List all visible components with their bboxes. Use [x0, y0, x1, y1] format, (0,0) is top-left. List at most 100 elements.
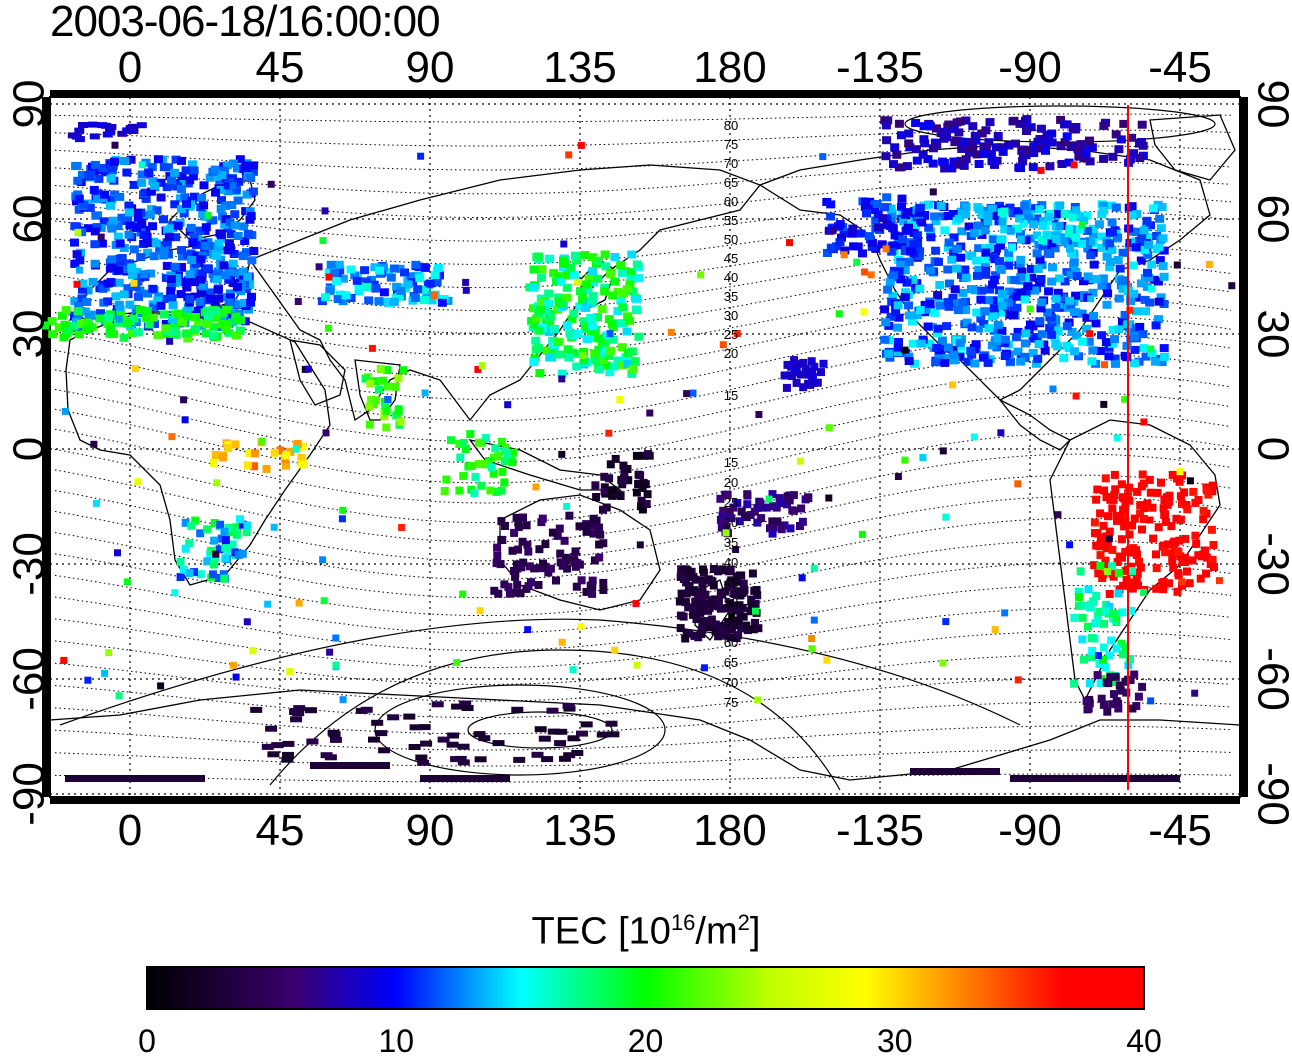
tec-cell: [1146, 488, 1155, 497]
tec-cell: [900, 246, 910, 255]
tec-cell: [1032, 249, 1042, 258]
tec-cell: [1120, 310, 1130, 319]
tec-cell: [1011, 139, 1020, 148]
tec-cell: [1168, 470, 1177, 479]
tec-cell: [1033, 264, 1043, 273]
tec-cell: [848, 229, 857, 238]
tec-cell: [1070, 347, 1079, 356]
tec-cell: [1028, 348, 1038, 357]
bottom-lon-tick: 90: [406, 806, 455, 855]
tec-cell: [107, 255, 117, 264]
tec-cell: [1121, 395, 1129, 403]
tec-cell: [219, 261, 229, 270]
tec-cell: [1138, 470, 1147, 479]
tec-cell: [884, 349, 894, 358]
tec-cell: [1106, 672, 1115, 681]
tec-cell: [430, 271, 440, 279]
left-lat-tick: 60: [5, 195, 54, 244]
tec-cell: [1106, 258, 1115, 266]
tec-cell: [511, 706, 524, 713]
tec-cell: [710, 595, 719, 604]
tec-cell: [714, 567, 723, 576]
tec-cell: [126, 155, 136, 164]
right-lat-tick: 60: [1248, 195, 1292, 244]
tec-cell: [1074, 352, 1084, 361]
tec-cell: [207, 546, 216, 555]
tec-cell: [1102, 544, 1111, 553]
tec-cell: [835, 220, 845, 229]
tec-cell: [618, 303, 628, 312]
tec-cell: [1096, 679, 1105, 687]
tec-cell: [162, 183, 172, 192]
tec-cell: [709, 581, 718, 590]
tec-cell: [1053, 327, 1063, 335]
tec-cell: [1012, 292, 1022, 301]
tec-cell: [450, 756, 463, 763]
tec-cell: [114, 549, 121, 557]
tec-cell: [394, 374, 403, 383]
tec-cell: [1048, 263, 1057, 272]
tec-cell: [1167, 522, 1176, 531]
tec-cell: [503, 451, 512, 460]
tec-cell: [691, 575, 700, 584]
tec-cell: [519, 558, 528, 567]
tec-cell: [563, 564, 572, 573]
tec-cell: [530, 320, 540, 329]
tec-cell: [967, 285, 976, 294]
tec-cell: [1103, 289, 1113, 298]
tec-cell: [900, 293, 910, 301]
tec-cell: [1088, 230, 1098, 239]
tec-cell: [727, 581, 736, 590]
tec-cell: [889, 271, 899, 280]
tec-cell: [1100, 400, 1108, 408]
tec-cell: [1096, 533, 1105, 542]
tec-cell: [90, 240, 100, 249]
tec-cell: [370, 263, 380, 272]
tec-cell: [276, 446, 285, 455]
tec-cell: [555, 728, 568, 735]
tec-cell: [1099, 521, 1108, 530]
tec-cell: [1039, 216, 1048, 225]
tec-cell: [1028, 163, 1038, 172]
tec-cell: [201, 329, 211, 338]
right-lat-tick: 30: [1248, 310, 1292, 359]
tec-cell: [1088, 646, 1097, 655]
tec-cell: [511, 572, 520, 581]
tec-cell: [569, 666, 577, 674]
tec-cell: [120, 157, 130, 165]
tec-cell: [249, 161, 259, 170]
tec-cell: [835, 238, 845, 247]
tec-cell: [103, 297, 113, 306]
tec-cell: [148, 222, 158, 231]
tec-cell: [932, 343, 942, 352]
tec-cell: [1076, 140, 1086, 149]
tec-cell: [1108, 504, 1117, 513]
tec-cell: [915, 203, 925, 212]
tec-cell: [959, 161, 969, 170]
tec-cell: [931, 246, 941, 255]
tec-cell: [1124, 203, 1134, 212]
tec-cell: [565, 151, 573, 159]
tec-cell: [1072, 272, 1082, 281]
tec-cell: [780, 371, 789, 380]
tec-cell: [482, 460, 491, 469]
tec-cell: [170, 323, 180, 332]
tec-cell: [177, 246, 186, 254]
coastline: [468, 439, 622, 491]
bottom-border-bar: [50, 797, 1240, 804]
tec-cell: [82, 325, 92, 334]
tec-cell: [840, 251, 848, 259]
tec-cell: [563, 752, 576, 759]
tec-cell: [97, 164, 107, 172]
tec-cell: [1065, 296, 1075, 305]
tec-cell: [861, 268, 869, 276]
tec-cell: [97, 239, 107, 248]
tec-cell: [605, 270, 615, 279]
tec-cell: [411, 260, 421, 269]
tec-cell: [1092, 592, 1101, 600]
tec-cell: [229, 661, 237, 669]
tec-cell: [1109, 495, 1118, 504]
tec-cell: [410, 294, 420, 302]
tec-cell: [182, 283, 192, 292]
tec-cell: [447, 436, 455, 445]
